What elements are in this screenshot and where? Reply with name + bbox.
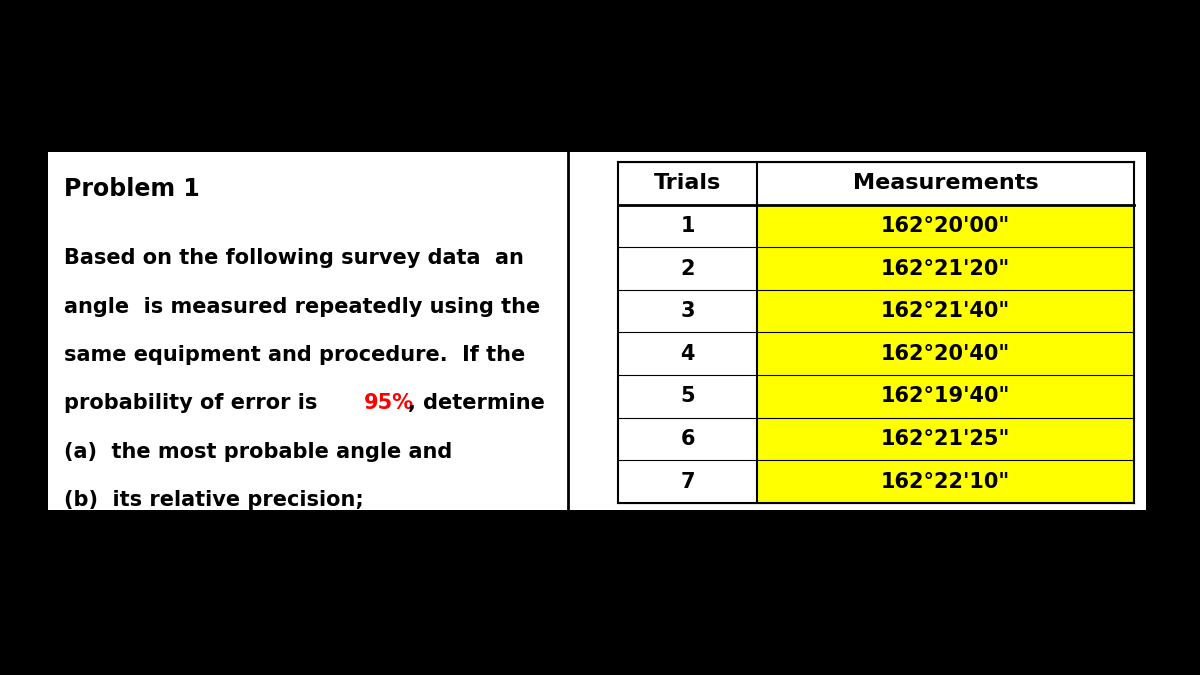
Text: 3: 3 bbox=[680, 301, 695, 321]
Text: 4: 4 bbox=[680, 344, 695, 364]
Bar bbox=[618, 205, 757, 247]
Bar bbox=[618, 418, 757, 460]
Text: same equipment and procedure.  If the: same equipment and procedure. If the bbox=[64, 345, 524, 365]
Text: 162°21'25": 162°21'25" bbox=[881, 429, 1010, 449]
Text: Based on the following survey data  an: Based on the following survey data an bbox=[64, 248, 523, 269]
Bar bbox=[618, 333, 757, 375]
Text: 2: 2 bbox=[680, 259, 695, 279]
Text: probability of error is: probability of error is bbox=[64, 394, 324, 413]
Bar bbox=[618, 162, 1134, 205]
Text: (b)  its relative precision;: (b) its relative precision; bbox=[64, 490, 364, 510]
Text: 95%: 95% bbox=[364, 394, 414, 413]
Text: 1: 1 bbox=[680, 216, 695, 236]
Text: 162°21'40": 162°21'40" bbox=[881, 301, 1010, 321]
Bar bbox=[618, 375, 757, 418]
Bar bbox=[757, 460, 1134, 503]
Text: 5: 5 bbox=[680, 386, 695, 406]
Bar bbox=[618, 247, 757, 290]
Text: 162°20'40": 162°20'40" bbox=[881, 344, 1010, 364]
Text: 7: 7 bbox=[680, 472, 695, 491]
Text: Trials: Trials bbox=[654, 173, 721, 193]
Text: 162°21'20": 162°21'20" bbox=[881, 259, 1010, 279]
Text: (a)  the most probable angle and: (a) the most probable angle and bbox=[64, 441, 452, 462]
Bar bbox=[757, 333, 1134, 375]
Bar bbox=[757, 375, 1134, 418]
Text: , determine: , determine bbox=[408, 394, 545, 413]
Text: 162°19'40": 162°19'40" bbox=[881, 386, 1010, 406]
Bar bbox=[757, 418, 1134, 460]
Text: 6: 6 bbox=[680, 429, 695, 449]
Text: angle  is measured repeatedly using the: angle is measured repeatedly using the bbox=[64, 297, 540, 317]
Text: Problem 1: Problem 1 bbox=[64, 177, 199, 201]
Text: 162°20'00": 162°20'00" bbox=[881, 216, 1010, 236]
Bar bbox=[618, 290, 757, 333]
Bar bbox=[757, 247, 1134, 290]
Bar bbox=[757, 205, 1134, 247]
Text: Measurements: Measurements bbox=[853, 173, 1038, 193]
Bar bbox=[618, 460, 757, 503]
Text: 162°22'10": 162°22'10" bbox=[881, 472, 1010, 491]
Bar bbox=[757, 290, 1134, 333]
